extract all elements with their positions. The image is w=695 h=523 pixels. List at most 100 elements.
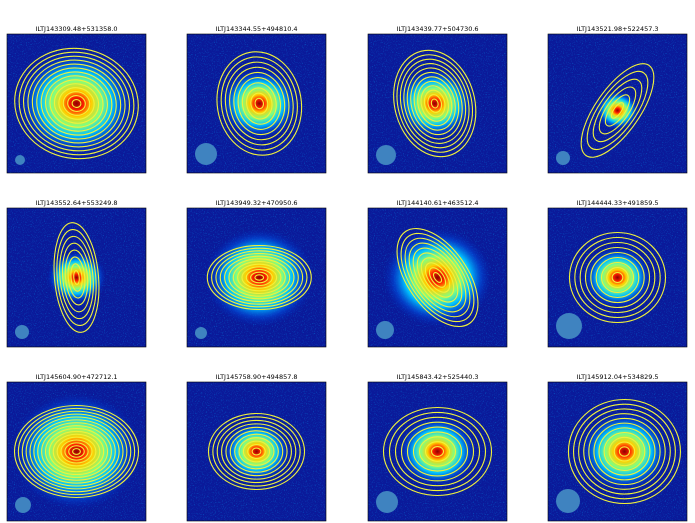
panel: ILTJ145912.04+534829.5 xyxy=(547,373,688,522)
beam xyxy=(195,143,217,165)
contour xyxy=(246,87,273,120)
panel: ILTJ144444.33+491859.5 xyxy=(547,199,688,348)
beam xyxy=(15,155,25,165)
contour xyxy=(36,67,117,140)
contour xyxy=(67,95,86,112)
panel-image xyxy=(7,382,146,521)
contour xyxy=(604,94,631,127)
contour xyxy=(593,422,656,481)
panel-image xyxy=(187,34,326,173)
contour xyxy=(232,260,286,295)
contour xyxy=(423,89,446,118)
contour xyxy=(234,433,279,470)
contour xyxy=(424,441,451,462)
contour xyxy=(250,271,269,284)
contour xyxy=(73,270,80,285)
contour xyxy=(216,419,297,484)
panel: ILTJ143521.98+522457.3 xyxy=(547,25,688,174)
contour xyxy=(388,411,487,492)
contour xyxy=(216,51,303,156)
contour xyxy=(420,85,449,122)
panel-title: ILTJ143439.77+504730.6 xyxy=(396,25,478,33)
panel-title: ILTJ143552.64+553249.8 xyxy=(35,199,117,207)
panel-image xyxy=(368,382,507,521)
contour xyxy=(212,416,301,487)
contour xyxy=(17,407,136,496)
contour xyxy=(59,235,94,320)
contour xyxy=(49,79,104,128)
contour xyxy=(71,99,82,108)
contour xyxy=(408,242,467,313)
panel-frame xyxy=(547,33,688,174)
contour xyxy=(393,49,477,158)
panel: ILTJ145843.42+525440.3 xyxy=(367,373,508,522)
panel-image xyxy=(548,382,687,521)
panel-frame xyxy=(547,207,688,348)
contour xyxy=(572,403,676,500)
contour xyxy=(404,237,471,318)
contour xyxy=(53,83,100,124)
panel-title: ILTJ144140.61+463512.4 xyxy=(396,199,478,207)
contour xyxy=(237,263,282,292)
contour xyxy=(37,422,116,481)
source-emission xyxy=(382,228,493,327)
contour xyxy=(21,410,132,493)
contour xyxy=(29,416,124,487)
panel-title: ILTJ145758.90+494857.8 xyxy=(215,373,297,381)
contour xyxy=(611,271,624,284)
contour xyxy=(67,256,86,299)
panel-image xyxy=(548,34,687,173)
contour xyxy=(245,268,273,287)
contour xyxy=(592,78,643,143)
panel-frame xyxy=(367,33,508,174)
panel-title: ILTJ144444.33+491859.5 xyxy=(576,199,658,207)
contour xyxy=(48,430,105,473)
contour xyxy=(430,98,439,109)
contour xyxy=(211,247,308,308)
contour xyxy=(382,406,493,497)
contour xyxy=(578,408,671,495)
contour xyxy=(406,67,463,140)
panel-title: ILTJ145843.42+525440.3 xyxy=(396,373,478,381)
contour xyxy=(574,236,661,319)
panel: ILTJ143439.77+504730.6 xyxy=(367,25,508,174)
panel-title: ILTJ145604.90+472712.1 xyxy=(35,373,117,381)
contour xyxy=(428,267,447,288)
contour xyxy=(254,274,265,281)
contour xyxy=(416,252,459,303)
contour xyxy=(603,432,646,471)
contour xyxy=(588,417,661,486)
panel-title: ILTJ143949.32+470950.6 xyxy=(215,199,297,207)
beam xyxy=(376,491,398,513)
source-emission xyxy=(204,228,315,327)
contour xyxy=(224,61,294,146)
contour xyxy=(13,404,140,499)
contour xyxy=(424,262,451,293)
contour xyxy=(220,56,298,151)
contour xyxy=(228,258,291,297)
contour xyxy=(400,421,475,482)
contour xyxy=(18,51,135,156)
contour xyxy=(44,427,109,476)
contour xyxy=(613,441,636,462)
panel: ILTJ144140.61+463512.4 xyxy=(367,199,508,348)
contour xyxy=(33,419,120,484)
contour xyxy=(215,250,304,305)
contour xyxy=(219,252,299,303)
panel-frame xyxy=(6,381,147,522)
contour xyxy=(580,63,655,158)
contour xyxy=(600,261,635,294)
contour xyxy=(403,63,467,144)
contour xyxy=(207,412,306,491)
panel-title: ILTJ143309.48+531358.0 xyxy=(35,25,117,33)
contour xyxy=(598,86,637,135)
panel: ILTJ145604.90+472712.1 xyxy=(6,373,147,522)
source-emission xyxy=(579,411,670,492)
contour xyxy=(45,75,108,132)
contour xyxy=(412,431,463,472)
panel-frame xyxy=(6,33,147,174)
contour xyxy=(412,247,463,308)
contour xyxy=(241,266,278,289)
contour xyxy=(241,82,277,125)
panel-frame xyxy=(547,381,688,522)
